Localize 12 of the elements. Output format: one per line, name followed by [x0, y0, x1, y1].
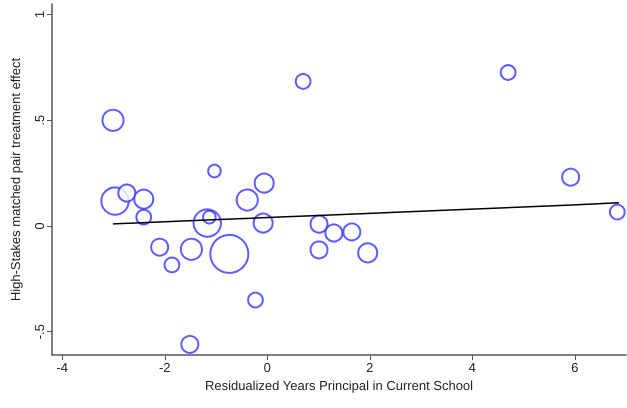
y-tick-label: -.5 — [32, 324, 47, 340]
x-tick-label: -4 — [56, 360, 68, 375]
y-axis-title: High-Stakes matched pair treatment effect — [8, 57, 23, 302]
x-tick-label: 0 — [264, 360, 271, 375]
x-tick-label: 2 — [366, 360, 374, 375]
y-tick-label: 0 — [32, 222, 47, 230]
x-tick-label: -2 — [158, 360, 171, 375]
x-axis-title: Residualized Years Principal in Current School — [204, 378, 474, 393]
x-tick-label: 6 — [571, 360, 578, 375]
x-tick-label: 4 — [468, 360, 476, 375]
y-tick-label: 1 — [32, 10, 47, 18]
y-tick-label: .5 — [32, 114, 47, 126]
